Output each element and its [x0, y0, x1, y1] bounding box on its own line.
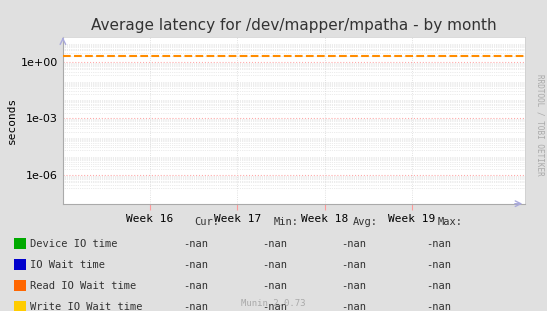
Text: -nan: -nan: [183, 281, 208, 291]
Text: -nan: -nan: [183, 239, 208, 248]
Text: Write IO Wait time: Write IO Wait time: [30, 302, 143, 311]
Text: -nan: -nan: [341, 302, 366, 311]
Text: -nan: -nan: [426, 281, 451, 291]
Text: Min:: Min:: [274, 217, 299, 227]
Text: -nan: -nan: [262, 281, 287, 291]
Text: Avg:: Avg:: [353, 217, 378, 227]
Text: -nan: -nan: [426, 260, 451, 270]
Text: RRDTOOL / TOBI OETIKER: RRDTOOL / TOBI OETIKER: [536, 73, 544, 175]
Text: -nan: -nan: [183, 302, 208, 311]
Text: Device IO time: Device IO time: [30, 239, 118, 248]
Text: Read IO Wait time: Read IO Wait time: [30, 281, 136, 291]
Text: -nan: -nan: [426, 302, 451, 311]
Text: -nan: -nan: [262, 302, 287, 311]
Text: -nan: -nan: [262, 239, 287, 248]
Text: Munin 2.0.73: Munin 2.0.73: [241, 299, 306, 308]
Text: -nan: -nan: [262, 260, 287, 270]
Text: Cur:: Cur:: [194, 217, 219, 227]
Text: -nan: -nan: [341, 281, 366, 291]
Text: -nan: -nan: [426, 239, 451, 248]
Text: IO Wait time: IO Wait time: [30, 260, 105, 270]
Y-axis label: seconds: seconds: [7, 97, 16, 144]
Text: -nan: -nan: [341, 239, 366, 248]
Text: -nan: -nan: [183, 260, 208, 270]
Text: -nan: -nan: [341, 260, 366, 270]
Title: Average latency for /dev/mapper/mpatha - by month: Average latency for /dev/mapper/mpatha -…: [91, 18, 497, 33]
Text: Max:: Max:: [438, 217, 463, 227]
